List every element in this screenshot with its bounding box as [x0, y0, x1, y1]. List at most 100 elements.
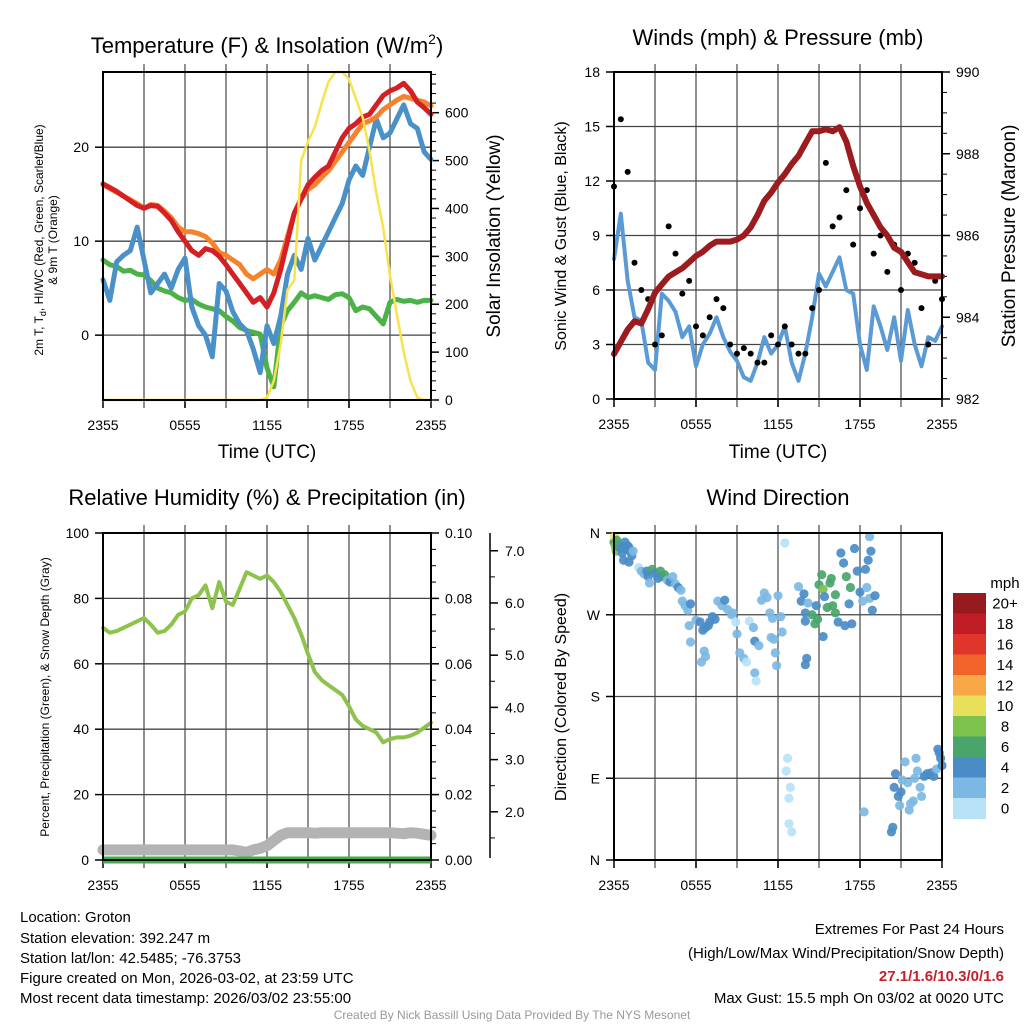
wind-direction-point [762, 592, 772, 603]
gust-point [747, 350, 754, 357]
x-tick-label: 2355 [598, 416, 629, 432]
y-tick-label: S [591, 689, 600, 705]
temperature-y-axis-label: 2m T, Td, HI/WC (Red, Green, Scarlet/Blu… [32, 124, 60, 355]
y2-tick-label: 200 [445, 296, 469, 312]
y-tick-label: 9 [592, 228, 600, 244]
y2-tick-label: 984 [956, 309, 980, 325]
latlon-text: Station lat/lon: 42.5485; -76.3753 [20, 950, 241, 967]
temperature-y-label-line2: & 9m T (Orange) [46, 195, 60, 285]
snow-depth-tick-label: 3.0 [505, 752, 525, 768]
legend-label: 10 [997, 698, 1014, 715]
gust-point [932, 277, 939, 284]
legend-swatch [953, 736, 986, 758]
y2-tick-label: 0.08 [445, 590, 472, 606]
wind-direction-point [772, 661, 782, 671]
wind-direction-point [770, 648, 780, 658]
gust-point [768, 332, 775, 339]
legend-label: 20+ [992, 595, 1018, 612]
ylabel-part2: , HI/WC (Red, Green, Scarlet/Blue) [32, 124, 46, 311]
gust-point [898, 287, 904, 293]
extremes-values: 27.1/1.6/10.3/0/1.6 [879, 968, 1004, 985]
y2-tick-label: 0.04 [445, 721, 472, 737]
wind-direction-point [767, 613, 778, 623]
wind-direction-point [889, 782, 899, 792]
wind-direction-point [776, 611, 786, 622]
y-tick-label: 6 [592, 282, 600, 298]
x-tick-label: 2355 [415, 877, 446, 893]
legend-label: 12 [997, 677, 1014, 694]
series-line-relative-humidity [101, 570, 433, 745]
gust-point [699, 332, 706, 339]
wind-direction-point [777, 627, 787, 637]
legend-label: 6 [1001, 739, 1009, 756]
x-tick-label: 1155 [252, 877, 282, 893]
wind-direction-point [830, 608, 841, 618]
wind-direction-point [890, 769, 901, 779]
humidity-y-axis-label: Percent, Precipitation (Green), & Snow D… [38, 557, 52, 836]
wind-direction-point [800, 616, 810, 626]
y2-tick-label: 982 [956, 391, 980, 407]
legend-swatch [953, 777, 986, 799]
insolation-y-axis-label: Solar Insolation (Yellow) [484, 134, 505, 337]
y-tick-label: 20 [73, 787, 89, 803]
extremes-legend: (High/Low/Max Wind/Precipitation/Snow De… [688, 945, 1004, 962]
plot-frame [102, 71, 432, 401]
gust-point [836, 214, 843, 221]
wind-direction-point [799, 589, 809, 599]
wind-direction-point [750, 668, 760, 678]
y-tick-label: N [590, 852, 600, 868]
snow-depth-tick-label: 5.0 [505, 647, 525, 663]
wind-direction-point [766, 632, 776, 643]
y2-tick-label: 990 [956, 64, 980, 80]
ylabel-part1: 2m T, T [32, 315, 46, 355]
gust-point [857, 205, 863, 212]
wind-direction-point [855, 587, 865, 597]
chart-panel-2: 2355 0555 1155 1755 2355 0 20 40 60 80 100 0.00 0.02… [66, 525, 525, 893]
credit-text: Created By Nick Bassill Using Data Provi… [334, 1008, 691, 1022]
x-tick-label: 1155 [763, 877, 793, 893]
wind-direction-point [751, 676, 761, 686]
wind-direction-point [793, 581, 804, 592]
legend-label: 4 [1001, 759, 1009, 776]
wind-direction-point [720, 595, 730, 605]
y-tick-label: W [587, 607, 601, 623]
extremes-title: Extremes For Past 24 Hours [815, 921, 1004, 938]
gust-point [781, 323, 788, 330]
title-end: ) [436, 33, 443, 58]
gust-point [665, 223, 672, 230]
wind-direction-point [895, 800, 905, 811]
wind-direction-point [847, 619, 857, 629]
y-tick-label: 0 [592, 391, 600, 407]
plot-frame [102, 532, 432, 861]
series-line-2m-td [100, 257, 434, 390]
wind-direction-point [849, 543, 860, 554]
snow-depth-tick-label: 2.0 [505, 804, 525, 820]
x-tick-label: 1755 [333, 417, 364, 433]
elevation-text: Station elevation: 392.247 m [20, 930, 210, 947]
y-tick-label: 0 [81, 852, 89, 868]
temperature-y-label-line1: 2m T, Td, HI/WC (Red, Green, Scarlet/Blu… [32, 124, 48, 355]
y-tick-label: 40 [73, 721, 89, 737]
gust-point [809, 305, 816, 312]
gust-point [850, 241, 857, 248]
wind-direction-point [773, 591, 783, 601]
gust-point [658, 332, 665, 339]
wind-direction-point [685, 637, 696, 647]
gust-point [624, 168, 631, 175]
legend-swatch [953, 613, 986, 635]
wind-direction-point [644, 578, 655, 588]
wind-direction-point [811, 601, 821, 611]
chart-panel-1: 2355 0555 1155 1755 2355 0 3 6 9 12 15 18 982 984 986 9… [584, 64, 980, 432]
wind-direction-point [826, 573, 836, 584]
wind-direction-point [684, 621, 694, 631]
gust-point [652, 341, 658, 348]
series-line-station-pressure [611, 124, 945, 357]
x-tick-label: 0555 [169, 877, 200, 893]
wind-direction-point [676, 585, 686, 595]
wind-direction-point [748, 622, 759, 633]
wind-direction-point [782, 753, 793, 763]
wind-direction-point [732, 629, 742, 639]
snow-depth-tick-label: 7.0 [505, 543, 525, 559]
humidity-chart-title: Relative Humidity (%) & Precipitation (i… [68, 485, 465, 510]
